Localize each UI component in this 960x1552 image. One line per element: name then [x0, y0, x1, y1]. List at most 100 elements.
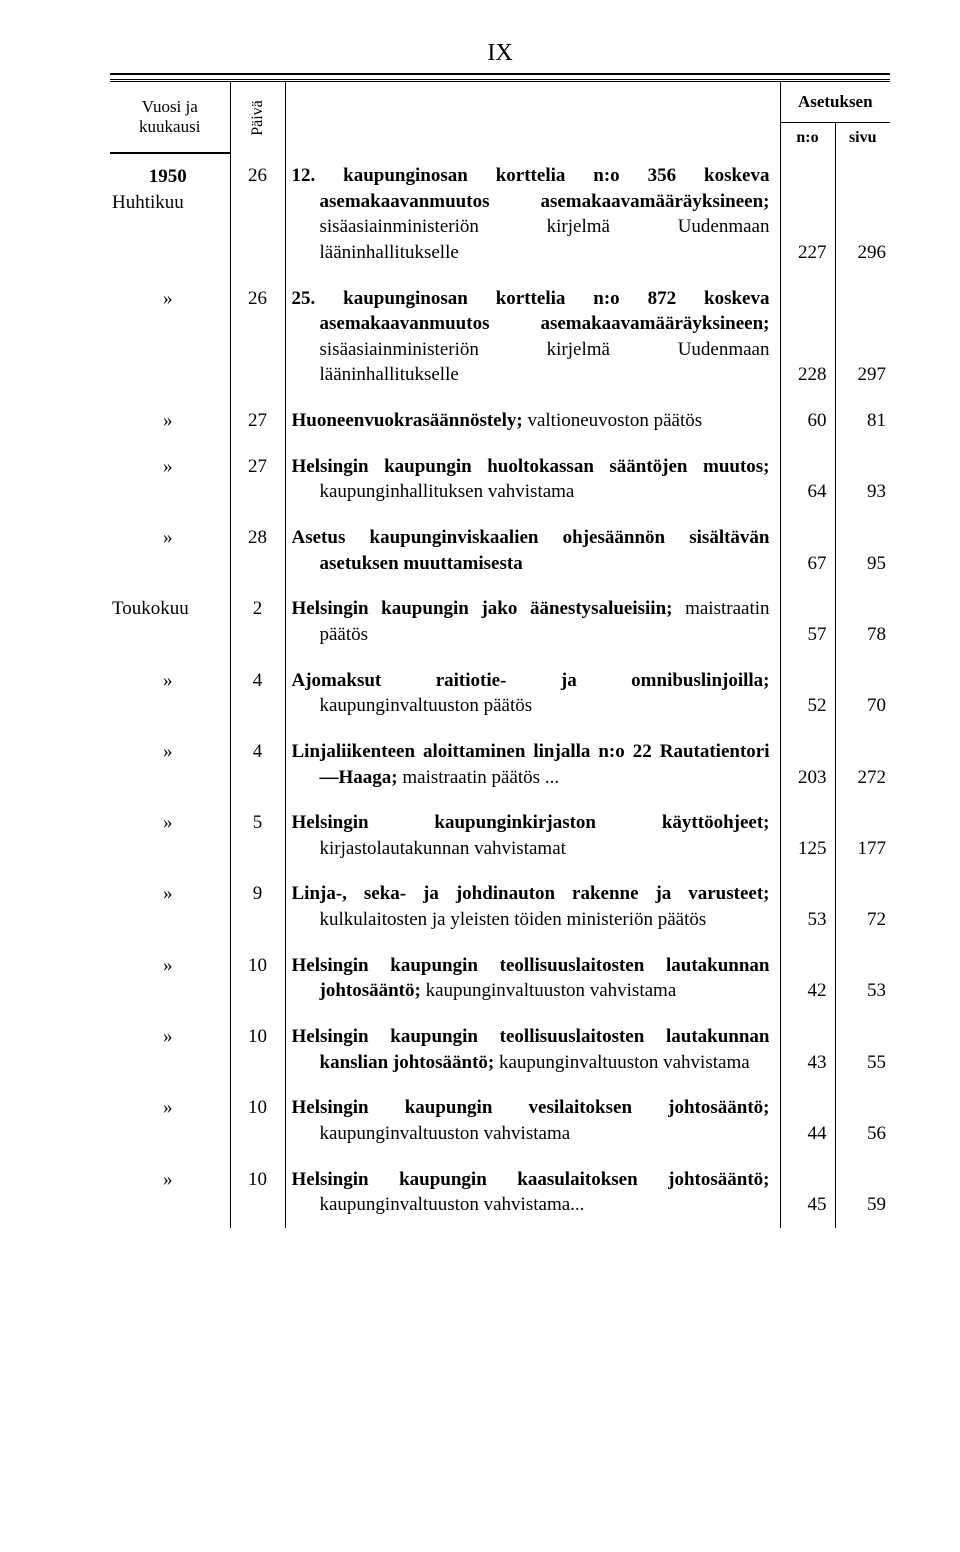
cell-description: Helsingin kaupungin teollisuuslaitosten …	[285, 1014, 780, 1085]
cell-sivu: 177	[835, 800, 890, 871]
entry-title: 12. kaupunginosan korttelia n:o 356 kosk…	[292, 165, 770, 212]
entry-rest: kirjastolautakunnan vahvistamat	[320, 838, 566, 859]
entry-title: 25. kaupunginosan korttelia n:o 872 kosk…	[292, 288, 770, 335]
cell-no: 125	[780, 800, 835, 871]
ditto-mark: »	[112, 1095, 224, 1121]
entry-title: Linja-, seka- ja johdinauton rakenne ja …	[292, 883, 770, 904]
entry-title: Huoneenvuokrasäännöstely;	[292, 410, 523, 431]
table-row: »9Linja-, seka- ja johdinauton rakenne j…	[110, 871, 890, 942]
cell-no: 227	[780, 153, 835, 276]
table-body: 1950Huhtikuu2612. kaupunginosan kortteli…	[110, 153, 890, 1228]
cell-sivu: 59	[835, 1157, 890, 1228]
page-number-roman: IX	[110, 40, 890, 75]
ditto-mark: »	[112, 953, 224, 979]
cell-sivu: 55	[835, 1014, 890, 1085]
cell-no: 60	[780, 398, 835, 444]
header-vuosi-kuukausi: Vuosi ja kuukausi	[110, 82, 230, 153]
cell-day: 4	[230, 658, 285, 729]
header-sivu: sivu	[835, 123, 890, 154]
cell-day: 10	[230, 1085, 285, 1156]
entry-rest: sisäasiainministeriön kirjelmä Uudenmaan…	[320, 339, 770, 386]
table-head: Vuosi ja kuukausi Päivä Asetuksen n:o si…	[110, 82, 890, 153]
entry-title: Helsingin kaupungin jako äänestysalueisi…	[292, 598, 673, 619]
cell-month: »	[110, 1014, 230, 1085]
cell-sivu: 93	[835, 444, 890, 515]
cell-month: »	[110, 444, 230, 515]
cell-month: »	[110, 800, 230, 871]
cell-day: 4	[230, 729, 285, 800]
cell-day: 5	[230, 800, 285, 871]
table-row: »5Helsingin kaupunginkirjaston käyttöohj…	[110, 800, 890, 871]
table-row: »27Helsingin kaupungin huoltokassan sään…	[110, 444, 890, 515]
ditto-mark: »	[112, 1167, 224, 1193]
index-table: Vuosi ja kuukausi Päivä Asetuksen n:o si…	[110, 82, 890, 1228]
cell-month: »	[110, 1157, 230, 1228]
cell-sivu: 53	[835, 943, 890, 1014]
entry-title: Helsingin kaupungin kaasulaitoksen johto…	[292, 1169, 770, 1190]
cell-no: 57	[780, 586, 835, 657]
page-container: IX Vuosi ja kuukausi Päivä Asetuksen n:o…	[0, 0, 960, 1288]
table-row: »2625. kaupunginosan korttelia n:o 872 k…	[110, 276, 890, 399]
table-row: Toukokuu2 Helsingin kaupungin jako äänest…	[110, 586, 890, 657]
cell-no: 67	[780, 515, 835, 586]
cell-sivu: 72	[835, 871, 890, 942]
cell-no: 52	[780, 658, 835, 729]
cell-day: 27	[230, 398, 285, 444]
cell-description: Asetus kaupunginviskaalien ohjesäännön s…	[285, 515, 780, 586]
entry-title: Helsingin kaupungin huoltokassan sääntöj…	[292, 456, 770, 477]
entry-rest: kaupunginvaltuuston vahvistama...	[320, 1194, 585, 1215]
entry-rest: kaupunginvaltuuston vahvistama	[421, 980, 676, 1001]
cell-month: »	[110, 871, 230, 942]
table-row: »27Huoneenvuokrasäännöstely; valtioneuvo…	[110, 398, 890, 444]
year-label: 1950	[112, 164, 224, 190]
cell-no: 228	[780, 276, 835, 399]
cell-sivu: 95	[835, 515, 890, 586]
cell-day: 10	[230, 943, 285, 1014]
cell-description: Helsingin kaupunginkirjaston käyttöohjee…	[285, 800, 780, 871]
cell-no: 42	[780, 943, 835, 1014]
header-asetuksen: Asetuksen	[780, 82, 890, 123]
header-blank	[285, 82, 780, 153]
table-row: »10 Helsingin kaupungin vesilaitoksen joh…	[110, 1085, 890, 1156]
header-paiva-text: Päivä	[249, 95, 267, 141]
cell-description: Helsingin kaupungin huoltokassan sääntöj…	[285, 444, 780, 515]
cell-day: 26	[230, 276, 285, 399]
cell-sivu: 56	[835, 1085, 890, 1156]
entry-rest: maistraatin päätös ...	[398, 767, 559, 788]
cell-description: Helsingin kaupungin vesilaitoksen johtos…	[285, 1085, 780, 1156]
cell-day: 28	[230, 515, 285, 586]
cell-description: Ajomaksut raitiotie- ja omnibuslinjoilla…	[285, 658, 780, 729]
entry-title: Ajomaksut raitiotie- ja omnibuslinjoilla…	[292, 670, 770, 691]
cell-day: 10	[230, 1157, 285, 1228]
cell-description: 25. kaupunginosan korttelia n:o 872 kosk…	[285, 276, 780, 399]
ditto-mark: »	[112, 286, 224, 312]
cell-day: 2	[230, 586, 285, 657]
cell-no: 43	[780, 1014, 835, 1085]
cell-no: 53	[780, 871, 835, 942]
cell-day: 26	[230, 153, 285, 276]
entry-rest: kaupunginvaltuuston vahvistama	[494, 1052, 749, 1073]
entry-rest: valtioneuvoston päätös	[523, 410, 702, 431]
ditto-mark: »	[112, 454, 224, 480]
cell-month: »	[110, 658, 230, 729]
entry-rest: kaupunginhallituksen vahvistama	[320, 481, 575, 502]
table-row: 1950Huhtikuu2612. kaupunginosan kortteli…	[110, 153, 890, 276]
entry-title: Asetus kaupunginviskaalien ohjesäännön s…	[292, 527, 770, 574]
cell-no: 64	[780, 444, 835, 515]
entry-rest: sisäasiainministeriön kirjelmä Uudenmaan…	[320, 216, 770, 263]
entry-title: Helsingin kaupungin vesilaitoksen johtos…	[292, 1097, 770, 1118]
cell-month: »	[110, 943, 230, 1014]
cell-sivu: 272	[835, 729, 890, 800]
cell-month: »	[110, 1085, 230, 1156]
cell-month: Toukokuu	[110, 586, 230, 657]
cell-sivu: 78	[835, 586, 890, 657]
cell-description: Huoneenvuokrasäännöstely; valtioneuvosto…	[285, 398, 780, 444]
table-row: »28Asetus kaupunginviskaalien ohjesäännö…	[110, 515, 890, 586]
cell-description: Linjaliikenteen aloittaminen linjalla n:…	[285, 729, 780, 800]
cell-month: »	[110, 398, 230, 444]
cell-description: Helsingin kaupungin kaasulaitoksen johto…	[285, 1157, 780, 1228]
cell-month: »	[110, 276, 230, 399]
table-row: »10 Helsingin kaupungin kaasulaitoksen jo…	[110, 1157, 890, 1228]
cell-month: 1950Huhtikuu	[110, 153, 230, 276]
ditto-mark: »	[112, 408, 224, 434]
